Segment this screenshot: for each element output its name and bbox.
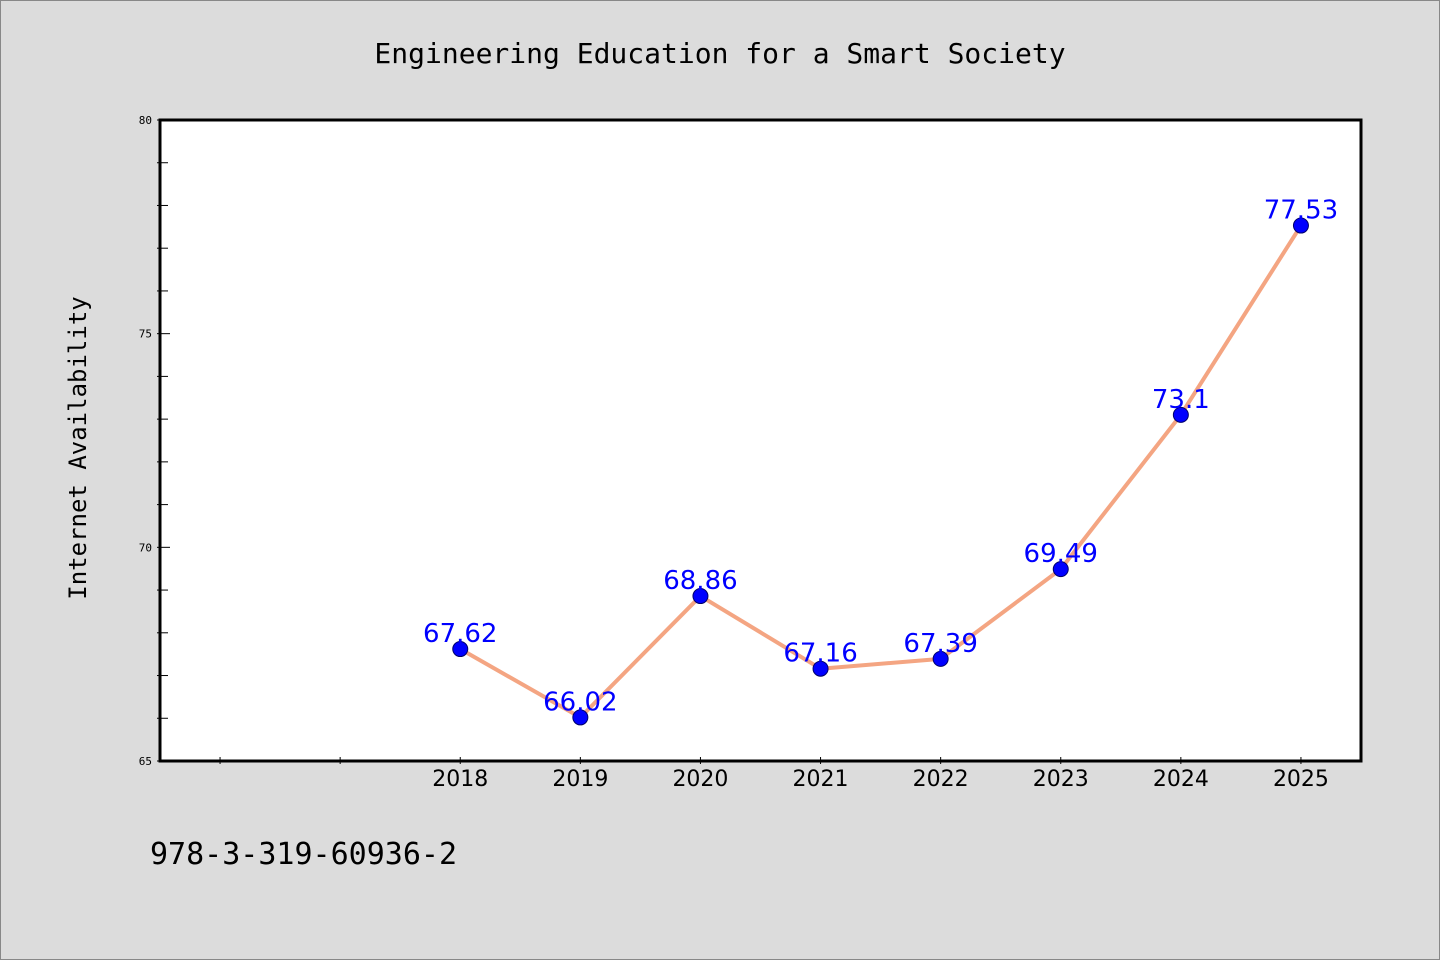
x-tick-label: 2024 [1153,767,1209,792]
data-point [932,650,949,667]
x-tick-label: 2018 [432,767,488,792]
data-label: 69.49 [1024,539,1098,569]
data-label: 77.53 [1264,196,1338,226]
y-tick-label: 75 [139,328,152,341]
x-tick-label: 2021 [793,767,849,792]
data-label: 66.02 [543,687,617,717]
y-tick-label: 70 [139,541,152,554]
x-tick-label: 2022 [913,767,969,792]
x-tick-label: 2019 [552,767,608,792]
series-line [458,223,1303,720]
x-tick-label: 2020 [672,767,728,792]
plot-area [158,118,1363,763]
data-label: 67.39 [903,629,977,659]
data-label: 73.1 [1152,385,1210,415]
data-point [452,641,469,658]
x-tick-label: 2025 [1273,767,1329,792]
data-point [1172,406,1189,423]
data-point [1052,561,1069,578]
y-axis: 65 70 75 80 [139,114,170,768]
data-point [572,709,589,726]
data-label: 67.62 [423,619,497,649]
data-label: 68.86 [663,566,737,596]
x-tick-label: 2023 [1033,767,1089,792]
y-axis-label: Internet Availability [64,296,92,599]
series: 67.62 66.02 68.86 67.16 67.39 69.49 73.1 77.53 [423,196,1338,726]
y-tick-label: 80 [139,114,152,127]
data-point [1292,217,1309,234]
caption: 978-3-319-60936-2 [150,837,457,872]
data-label: 67.16 [783,639,857,669]
x-axis: 2018 2019 2020 2021 2022 2023 2024 2025 [219,757,1329,792]
chart-title: Engineering Education for a Smart Societ… [374,37,1065,70]
y-tick-label: 65 [139,755,152,768]
data-point [812,660,829,677]
data-point [692,588,709,605]
